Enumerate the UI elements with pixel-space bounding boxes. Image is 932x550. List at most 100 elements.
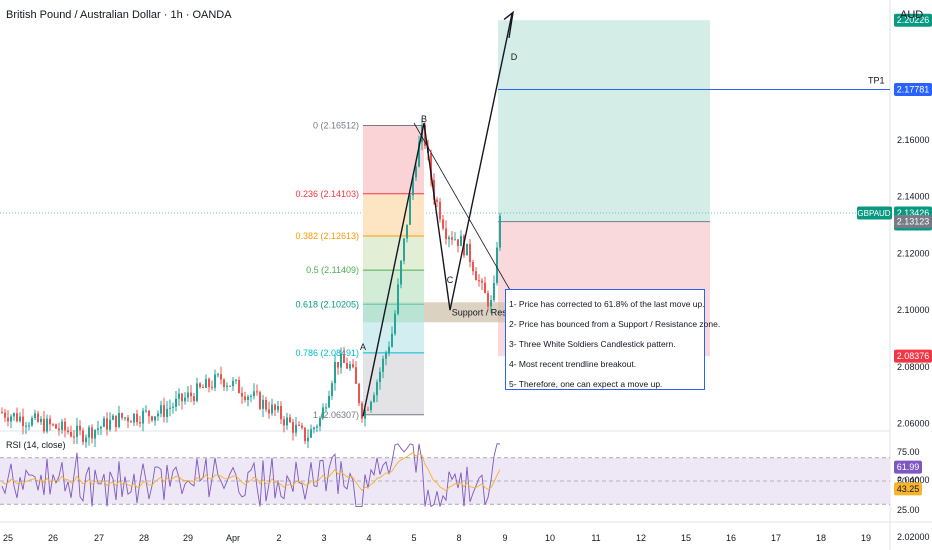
- candle-body: [4, 412, 6, 418]
- candle-body: [223, 379, 225, 387]
- point-label-d: D: [511, 52, 518, 62]
- candle-body: [19, 416, 21, 422]
- candle-body: [457, 239, 459, 247]
- candle-body: [292, 422, 294, 433]
- trendline: [413, 122, 516, 299]
- analysis-notes: 1- Price has corrected to 61.8% of the l…: [505, 289, 720, 390]
- candle-body: [58, 428, 60, 431]
- candle-body: [397, 284, 399, 314]
- abcd-arrowhead: [503, 10, 514, 39]
- candle-body: [268, 409, 270, 414]
- candle-body: [52, 424, 54, 426]
- candle-body: [130, 421, 132, 423]
- candle-body: [256, 391, 258, 393]
- candle-body: [85, 437, 87, 443]
- price-tick-label: 2.16000: [897, 135, 930, 145]
- time-tick-label: 4: [366, 533, 371, 543]
- time-tick-label: 15: [681, 533, 691, 543]
- note-line: 5- Therefore, one can expect a move up.: [509, 379, 663, 389]
- candle-body: [43, 418, 45, 432]
- tp-label: TP1: [868, 76, 885, 86]
- candle-body: [262, 399, 264, 409]
- candle-body: [121, 413, 123, 418]
- candle-body: [31, 418, 33, 426]
- candle-body: [439, 201, 441, 220]
- candle-body: [178, 393, 180, 399]
- candle-body: [187, 392, 189, 398]
- point-label-b: B: [421, 114, 427, 124]
- candle-body: [364, 409, 366, 419]
- time-tick-label: 27: [94, 533, 104, 543]
- fib-level-label: 0 (2.16512): [313, 120, 359, 130]
- candle-body: [67, 430, 69, 432]
- candle-body: [448, 237, 450, 240]
- candle-body: [127, 417, 129, 422]
- candle-body: [430, 152, 432, 181]
- candle-body: [487, 293, 489, 307]
- symbol-tag-label: GBPAUD: [857, 209, 890, 218]
- currency-label: AUD: [900, 9, 924, 21]
- candle-body: [151, 416, 153, 421]
- price-tick-label: 2.10000: [897, 305, 930, 315]
- fib-band: [363, 352, 424, 415]
- candle-body: [238, 379, 240, 394]
- candle-body: [190, 392, 192, 397]
- candle-body: [418, 142, 420, 167]
- time-tick-label: Apr: [226, 533, 240, 543]
- candle-body: [37, 413, 39, 422]
- candle-body: [334, 362, 336, 384]
- candle-body: [139, 422, 141, 424]
- candle-body: [319, 417, 321, 427]
- target-zone: [498, 20, 710, 222]
- candle-body: [379, 371, 381, 383]
- rsi-line: [1, 443, 500, 508]
- candle-body: [211, 386, 213, 388]
- chart-title: British Pound / Australian Dollar · 1h ·…: [6, 9, 232, 21]
- time-tick-label: 19: [861, 533, 871, 543]
- candle-body: [157, 413, 159, 417]
- candle-body: [106, 418, 108, 430]
- support-zone-overlap: [363, 302, 424, 323]
- candle-body: [490, 300, 492, 307]
- candle-body: [112, 415, 114, 420]
- candle-body: [499, 215, 501, 248]
- candle-body: [22, 416, 24, 427]
- candle-body: [337, 362, 339, 368]
- price-badge-label: 2.20226: [897, 15, 930, 25]
- abcd-path: [362, 13, 513, 417]
- candle-body: [493, 283, 495, 301]
- candle-body: [325, 407, 327, 409]
- candle-body: [382, 358, 384, 372]
- rsi-tick-label: 25.00: [897, 505, 920, 515]
- price-badge: [894, 215, 932, 229]
- candle-body: [214, 374, 216, 388]
- candle-body: [283, 419, 285, 426]
- fib-level-label: 1 (2.06307): [313, 410, 359, 420]
- candle-body: [298, 424, 300, 426]
- candle-body: [277, 406, 279, 411]
- candle-body: [16, 413, 18, 422]
- candle-body: [13, 413, 15, 417]
- candle-body: [100, 426, 102, 429]
- candle-body: [385, 352, 387, 359]
- rsi-badge: [894, 482, 922, 496]
- candle-body: [94, 429, 96, 439]
- candle-body: [274, 404, 276, 411]
- candle-body: [367, 409, 369, 411]
- candle-body: [403, 238, 405, 261]
- candle-body: [46, 418, 48, 432]
- candle-body: [301, 425, 303, 428]
- candle-body: [340, 354, 342, 368]
- candle-body: [193, 396, 195, 402]
- candle-body: [343, 354, 345, 363]
- candle-body: [442, 219, 444, 229]
- candle-body: [64, 421, 66, 431]
- note-line: 3- Three White Soldiers Candlestick patt…: [509, 339, 676, 349]
- price-badge-label: 2.08376: [897, 351, 930, 361]
- note-line: 4- Most recent trendline breakout.: [509, 359, 637, 369]
- fib-level-label: 0.618 (2.10205): [295, 299, 359, 309]
- time-tick-label: 10: [545, 533, 555, 543]
- time-tick-label: 26: [48, 533, 58, 543]
- candle-body: [355, 367, 357, 384]
